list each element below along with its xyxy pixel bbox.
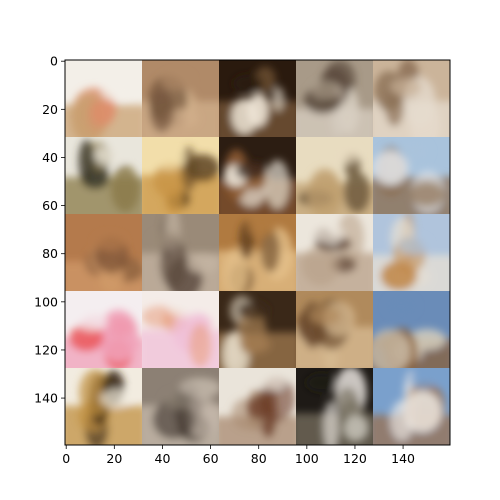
y-tick-label: 40 bbox=[42, 150, 58, 165]
y-tick-label: 140 bbox=[34, 391, 58, 406]
image-tile bbox=[296, 214, 373, 291]
image-tile bbox=[142, 291, 219, 368]
x-tick-label: 120 bbox=[343, 451, 367, 466]
image-tile bbox=[219, 368, 296, 445]
image-tile bbox=[219, 137, 296, 214]
image-tile bbox=[296, 137, 373, 214]
image-tile bbox=[65, 291, 142, 368]
image-tile bbox=[65, 137, 142, 214]
image-tile bbox=[65, 368, 142, 445]
x-tick-label: 100 bbox=[295, 451, 319, 466]
x-tick-label: 0 bbox=[62, 451, 70, 466]
image-tile bbox=[296, 60, 373, 137]
image-tile bbox=[373, 214, 450, 291]
image-tile bbox=[373, 60, 450, 137]
image-tile bbox=[373, 368, 450, 445]
x-tick-label: 20 bbox=[106, 451, 122, 466]
y-tick-label: 20 bbox=[42, 102, 58, 117]
image-tile bbox=[296, 368, 373, 445]
image-tile bbox=[219, 60, 296, 137]
image-tile bbox=[142, 368, 219, 445]
image-tile bbox=[219, 291, 296, 368]
x-tick-label: 140 bbox=[391, 451, 415, 466]
y-tick-label: 120 bbox=[34, 342, 58, 357]
y-tick-label: 0 bbox=[50, 54, 58, 69]
y-tick-label: 80 bbox=[42, 246, 58, 261]
axes-frame bbox=[64, 59, 451, 446]
y-axis: 0 20 40 60 80 100 120 140 bbox=[34, 54, 65, 406]
image-grid bbox=[65, 60, 450, 445]
y-tick-label: 100 bbox=[34, 294, 58, 309]
x-axis: 0 20 40 60 80 100 120 140 bbox=[62, 445, 415, 466]
x-tick-label: 80 bbox=[251, 451, 267, 466]
image-tile bbox=[65, 214, 142, 291]
y-tick-label: 60 bbox=[42, 198, 58, 213]
image-tile bbox=[373, 291, 450, 368]
image-tile bbox=[373, 137, 450, 214]
image-tile bbox=[296, 291, 373, 368]
image-tile bbox=[142, 137, 219, 214]
x-tick-label: 40 bbox=[155, 451, 171, 466]
image-tile bbox=[142, 60, 219, 137]
image-tile bbox=[219, 214, 296, 291]
image-tile bbox=[142, 214, 219, 291]
x-tick-label: 60 bbox=[203, 451, 219, 466]
image-tile bbox=[65, 60, 142, 137]
